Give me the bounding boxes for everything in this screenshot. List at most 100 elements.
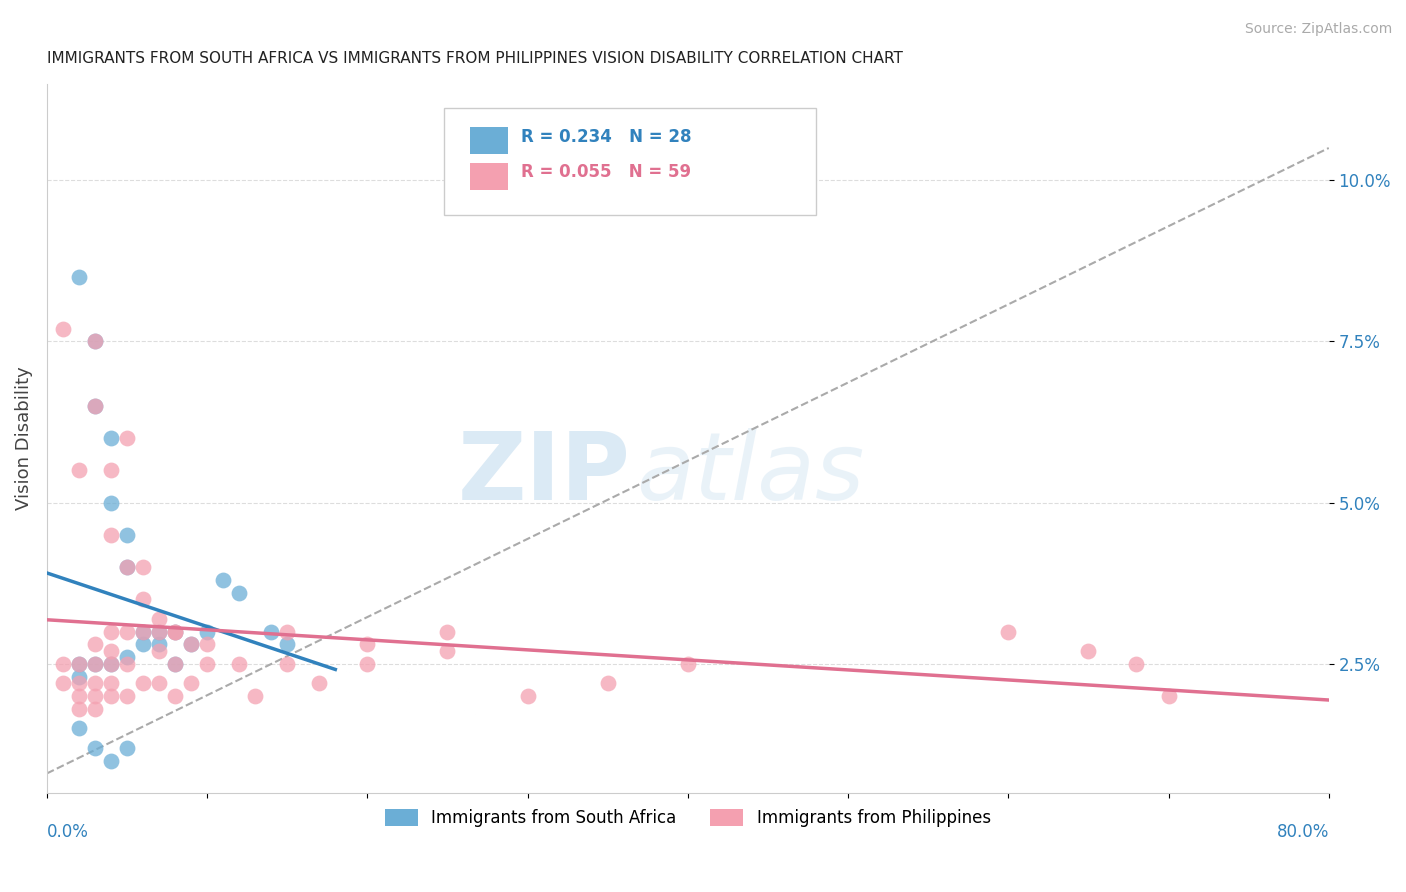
Point <box>245 689 267 703</box>
Point <box>148 624 170 639</box>
Text: ZIP: ZIP <box>457 427 630 520</box>
Text: atlas: atlas <box>637 428 865 519</box>
FancyBboxPatch shape <box>470 163 509 190</box>
Point <box>100 657 122 671</box>
Point <box>276 624 298 639</box>
Point <box>100 657 122 671</box>
Point <box>516 689 538 703</box>
Point <box>165 689 187 703</box>
Point <box>52 657 75 671</box>
Point <box>100 644 122 658</box>
Point <box>356 657 378 671</box>
Point <box>67 721 90 735</box>
Point <box>1157 689 1180 703</box>
Point <box>84 334 107 349</box>
FancyBboxPatch shape <box>470 128 509 154</box>
Point <box>52 676 75 690</box>
Point <box>276 637 298 651</box>
Point <box>84 657 107 671</box>
Point <box>84 399 107 413</box>
Point <box>148 637 170 651</box>
Point <box>180 676 202 690</box>
Point <box>52 321 75 335</box>
Point <box>67 689 90 703</box>
Point <box>165 624 187 639</box>
Point <box>100 754 122 768</box>
Point <box>67 657 90 671</box>
Point <box>1125 657 1147 671</box>
Point <box>115 560 138 574</box>
Point <box>308 676 330 690</box>
Point <box>67 676 90 690</box>
Point <box>195 657 218 671</box>
Point <box>132 624 155 639</box>
Point <box>132 560 155 574</box>
Point <box>228 657 250 671</box>
Point <box>165 624 187 639</box>
Point <box>436 644 458 658</box>
Text: 80.0%: 80.0% <box>1277 823 1329 841</box>
Point <box>132 637 155 651</box>
Point <box>356 637 378 651</box>
Point <box>148 676 170 690</box>
Point <box>100 528 122 542</box>
Point <box>997 624 1019 639</box>
Point <box>84 399 107 413</box>
Point <box>228 586 250 600</box>
Point <box>100 463 122 477</box>
Text: Source: ZipAtlas.com: Source: ZipAtlas.com <box>1244 22 1392 37</box>
Point <box>180 637 202 651</box>
Point <box>115 431 138 445</box>
Point <box>84 676 107 690</box>
Text: IMMIGRANTS FROM SOUTH AFRICA VS IMMIGRANTS FROM PHILIPPINES VISION DISABILITY CO: IMMIGRANTS FROM SOUTH AFRICA VS IMMIGRAN… <box>46 51 903 66</box>
Point <box>436 624 458 639</box>
Point <box>100 676 122 690</box>
Point <box>100 431 122 445</box>
Text: 0.0%: 0.0% <box>46 823 89 841</box>
FancyBboxPatch shape <box>444 108 815 215</box>
Point <box>115 740 138 755</box>
Point <box>276 657 298 671</box>
Point <box>165 657 187 671</box>
Point <box>84 689 107 703</box>
Point <box>115 624 138 639</box>
Point <box>84 637 107 651</box>
Point <box>100 495 122 509</box>
Text: R = 0.055   N = 59: R = 0.055 N = 59 <box>522 163 692 181</box>
Point <box>148 644 170 658</box>
Point <box>115 560 138 574</box>
Point <box>165 657 187 671</box>
Point <box>132 676 155 690</box>
Text: R = 0.234   N = 28: R = 0.234 N = 28 <box>522 128 692 145</box>
Point <box>1077 644 1099 658</box>
Point <box>212 573 235 587</box>
Point <box>84 657 107 671</box>
Point <box>67 670 90 684</box>
Point <box>260 624 283 639</box>
Point <box>115 657 138 671</box>
Point <box>115 689 138 703</box>
Point <box>84 702 107 716</box>
Point <box>132 624 155 639</box>
Point <box>115 528 138 542</box>
Point <box>67 657 90 671</box>
Point <box>195 637 218 651</box>
Point <box>596 676 619 690</box>
Point <box>67 269 90 284</box>
Point <box>67 702 90 716</box>
Point <box>165 624 187 639</box>
Point <box>84 334 107 349</box>
Point <box>148 624 170 639</box>
Legend: Immigrants from South Africa, Immigrants from Philippines: Immigrants from South Africa, Immigrants… <box>378 803 997 834</box>
Point <box>148 612 170 626</box>
Point <box>180 637 202 651</box>
Y-axis label: Vision Disability: Vision Disability <box>15 367 32 510</box>
Point <box>132 592 155 607</box>
Point <box>195 624 218 639</box>
Point <box>100 689 122 703</box>
Point <box>67 463 90 477</box>
Point <box>84 740 107 755</box>
Point <box>100 624 122 639</box>
Point <box>115 650 138 665</box>
Point <box>676 657 699 671</box>
